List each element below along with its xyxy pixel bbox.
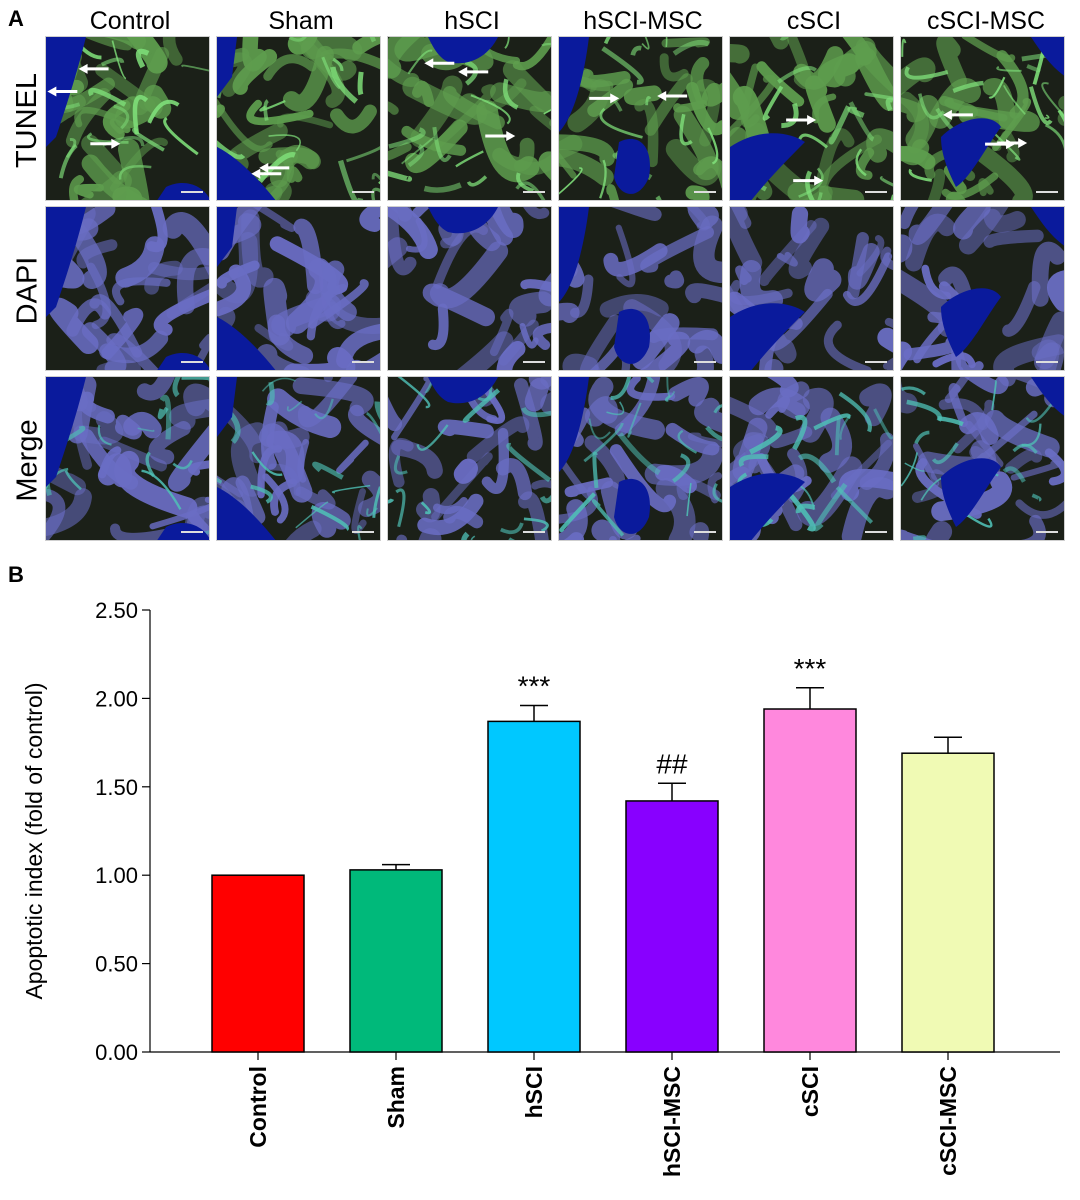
bar-hsci <box>487 720 581 1053</box>
column-label-csci: cSCI <box>786 7 842 35</box>
scale-bar <box>523 191 545 194</box>
micrograph-dapi-sham <box>216 206 381 371</box>
significance-label: *** <box>518 670 551 701</box>
row-label-dapi: DAPI <box>11 256 44 324</box>
scale-bar <box>523 531 545 534</box>
arrow-icon <box>458 66 489 77</box>
y-tick-label: 2.00 <box>95 686 138 711</box>
scale-bar <box>352 531 374 534</box>
bar-csci-msc <box>901 752 995 1053</box>
x-tick-label: hSCI <box>521 1066 547 1118</box>
arrow-icon <box>47 86 78 97</box>
micrograph-dapi-hsci-msc <box>558 206 723 371</box>
panel-a-label: A <box>8 6 24 31</box>
micrograph-merge-hsci-msc <box>558 376 723 541</box>
micrograph-merge-hsci <box>387 376 552 541</box>
arrow-icon <box>997 137 1028 148</box>
arrow-icon <box>251 168 282 179</box>
micrograph-tunel-control <box>45 36 210 201</box>
scale-bar <box>1036 531 1058 534</box>
micrograph-tunel-sham <box>216 36 381 201</box>
y-tick-label: 0.50 <box>95 952 138 977</box>
arrow-icon <box>259 162 290 173</box>
scale-bar <box>1036 361 1058 364</box>
bar-chart: 0.00 0.50 1.00 1.50 2.00 2.50 Apoptotic index … <box>21 598 1060 1177</box>
arrow-icon <box>786 115 817 126</box>
y-axis-title: Apoptotic index (fold of control) <box>21 682 47 999</box>
scale-bar <box>181 361 203 364</box>
micrograph-dapi-hsci <box>387 206 552 371</box>
x-tick-label: cSCI-MSC <box>935 1066 961 1176</box>
column-label-sham: Sham <box>268 7 334 35</box>
bar-control <box>211 874 305 1053</box>
micrograph-tunel-csci <box>729 36 894 201</box>
y-tick-label: 1.50 <box>95 775 138 800</box>
arrow-icon <box>793 175 824 186</box>
row-label-tunel: TUNEL <box>11 72 44 168</box>
scale-bar <box>181 191 203 194</box>
scale-bar <box>865 191 887 194</box>
bar-csci <box>763 708 857 1053</box>
arrow-icon <box>90 138 121 149</box>
panel-b-label: B <box>8 562 24 587</box>
x-tick-label: hSCI-MSC <box>659 1066 685 1177</box>
y-tick-label: 1.00 <box>95 863 138 888</box>
micrograph-dapi-control <box>45 206 210 371</box>
column-label-control: Control <box>89 7 171 35</box>
micrograph-merge-csci <box>729 376 894 541</box>
scale-bar <box>523 361 545 364</box>
micrograph-dapi-csci-msc <box>900 206 1065 371</box>
scale-bar <box>181 531 203 534</box>
column-label-csci-msc: cSCI-MSC <box>926 7 1046 35</box>
micrograph-tunel-hsci <box>387 36 552 201</box>
micrograph-merge-control <box>45 376 210 541</box>
y-tick-label: 0.00 <box>95 1040 138 1065</box>
column-label-hsci-msc: hSCI-MSC <box>583 7 703 35</box>
arrow-icon <box>942 109 973 120</box>
x-tick-label: cSCI <box>797 1066 823 1117</box>
arrow-icon <box>485 131 516 142</box>
arrow-icon <box>424 58 455 69</box>
x-tick-label: Control <box>245 1066 271 1148</box>
scale-bar <box>352 191 374 194</box>
significance-label: ## <box>656 748 688 779</box>
column-label-hsci: hSCI <box>444 7 500 35</box>
arrow-icon <box>589 93 620 104</box>
bar-hsci-msc <box>625 800 719 1053</box>
micrograph-tunel-hsci-msc <box>558 36 723 201</box>
scale-bar <box>694 361 716 364</box>
micrograph-merge-csci-msc <box>900 376 1065 541</box>
scale-bar <box>694 191 716 194</box>
micrograph-dapi-csci <box>729 206 894 371</box>
arrow-icon <box>78 63 109 74</box>
arrow-icon <box>657 90 688 101</box>
y-tick-label: 2.50 <box>95 598 138 623</box>
scale-bar <box>865 361 887 364</box>
significance-label: *** <box>794 653 827 684</box>
scale-bar <box>865 531 887 534</box>
bar-sham <box>349 869 443 1053</box>
micrograph-tunel-csci-msc <box>900 36 1065 201</box>
row-label-merge: Merge <box>11 418 44 502</box>
scale-bar <box>694 531 716 534</box>
scale-bar <box>1036 191 1058 194</box>
scale-bar <box>352 361 374 364</box>
x-tick-label: Sham <box>383 1066 409 1129</box>
micrograph-merge-sham <box>216 376 381 541</box>
